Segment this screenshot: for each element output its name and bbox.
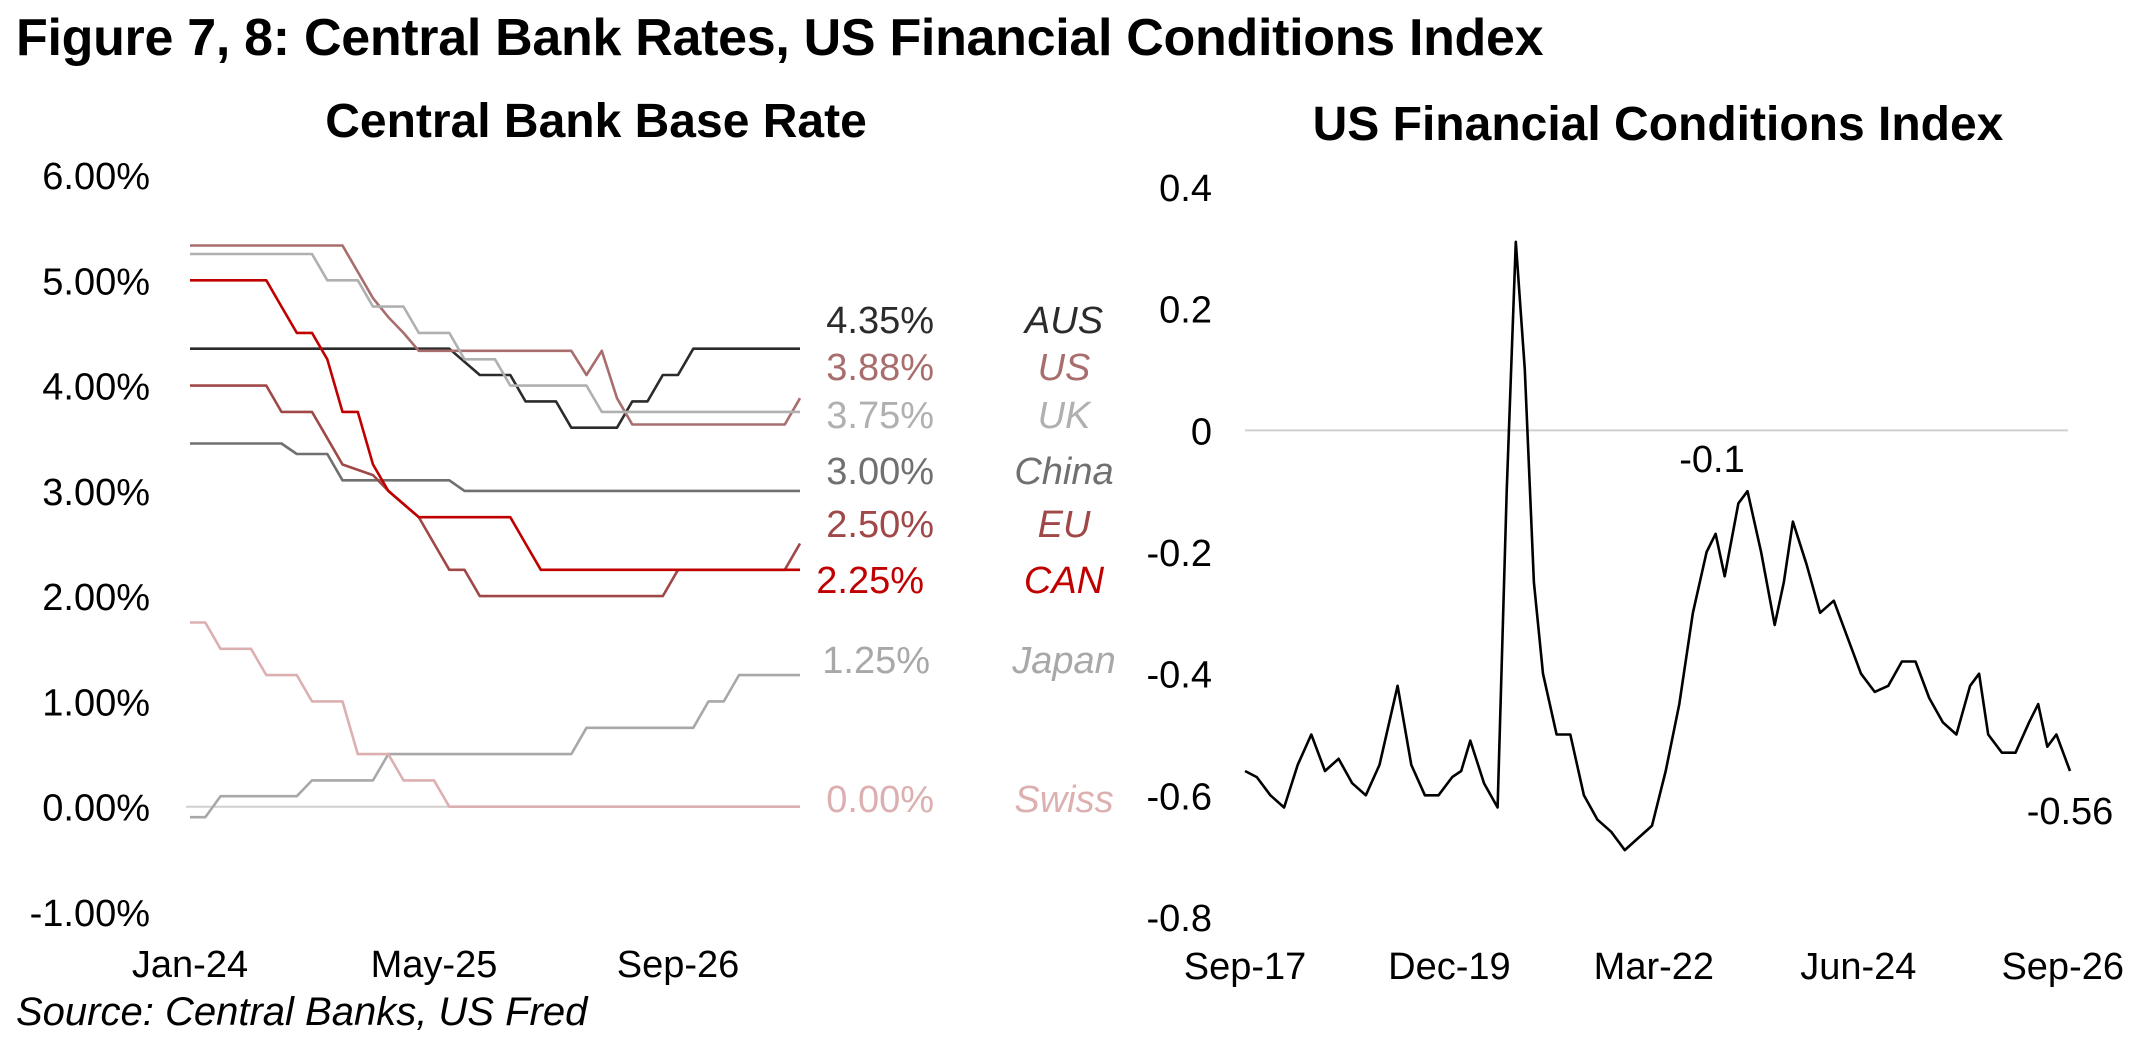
y-tick-label: 4.00%: [42, 367, 150, 409]
legend-label-can: CAN: [1024, 560, 1105, 602]
series-line-uk: [190, 252, 800, 414]
y-tick-label: -1.00%: [30, 893, 150, 935]
y-tick-label: 2.00%: [42, 577, 150, 619]
end-value-can: 2.25%: [816, 560, 924, 602]
legend-label-eu: EU: [1038, 504, 1091, 546]
y-tick-label: 0.00%: [42, 788, 150, 830]
y-tick-label: 3.00%: [42, 472, 150, 514]
x-tick-label: May-25: [371, 944, 498, 986]
end-value-aus: 4.35%: [826, 300, 934, 342]
end-value-uk: 3.75%: [826, 395, 934, 437]
x-tick-label: Sep-26: [617, 944, 740, 986]
figure-title: Figure 7, 8: Central Bank Rates, US Fina…: [16, 9, 1544, 67]
legend-label-us: US: [1038, 347, 1091, 389]
end-value-swiss: 0.00%: [826, 779, 934, 821]
chart1-title: Central Bank Base Rate: [325, 95, 867, 148]
y-tick-label: 1.00%: [42, 682, 150, 724]
legend-label-uk: UK: [1038, 395, 1092, 437]
end-value-us: 3.88%: [826, 347, 934, 389]
series-line-japan: [190, 673, 800, 819]
legend-label-swiss: Swiss: [1014, 779, 1113, 821]
series-line-china: [190, 442, 800, 493]
legend-label-china: China: [1014, 451, 1113, 493]
end-value-eu: 2.50%: [826, 504, 934, 546]
x-tick-label: Jan-24: [132, 944, 248, 986]
legend-label-aus: AUS: [1023, 300, 1103, 342]
series-line-can: [190, 279, 800, 572]
y-tick-label: 5.00%: [42, 261, 150, 303]
series-line-aus: [190, 347, 800, 429]
end-value-china: 3.00%: [826, 451, 934, 493]
series-line-swiss: [190, 621, 800, 808]
series-line-us: [190, 244, 802, 426]
y-tick-label: 6.00%: [42, 156, 150, 198]
end-value-japan: 1.25%: [822, 640, 930, 682]
source-note: Source: Central Banks, US Fred: [16, 990, 588, 1034]
legend-label-japan: Japan: [1011, 640, 1116, 682]
